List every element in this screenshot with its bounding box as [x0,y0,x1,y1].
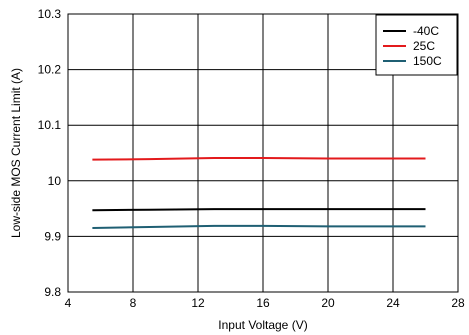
y-tick-label: 9.9 [44,229,61,243]
series-lines [92,157,426,230]
plot-frame [67,13,459,293]
x-tick-label: 16 [256,296,270,310]
series-line-1 [92,157,426,161]
x-axis-label: Input Voltage (V) [218,318,307,332]
x-tick-label: 20 [321,296,335,310]
y-tick-labels: 9.8 9.9 10 10.1 10.2 10.3 [38,7,62,299]
y-tick-label: 10.3 [38,7,62,21]
y-tick-label: 10.1 [38,118,62,132]
x-tick-label: 12 [191,296,205,310]
legend-label-2: 150C [413,54,442,68]
series-line-0 [92,208,426,212]
series-line-2 [92,224,426,230]
x-tick-label: 24 [386,296,400,310]
x-tick-label: 8 [130,296,137,310]
y-tick-label: 10 [48,174,62,188]
y-axis-label: Low-side MOS Current Limit (A) [9,68,23,238]
y-tick-label: 10.2 [38,63,62,77]
x-tick-label: 28 [451,296,465,310]
legend-label-1: 25C [413,39,435,53]
x-tick-labels: 4 8 12 16 20 24 28 [65,296,465,310]
y-tick-label: 9.8 [44,285,61,299]
legend-label-0: -40C [413,24,439,38]
x-tick-label: 4 [65,296,72,310]
